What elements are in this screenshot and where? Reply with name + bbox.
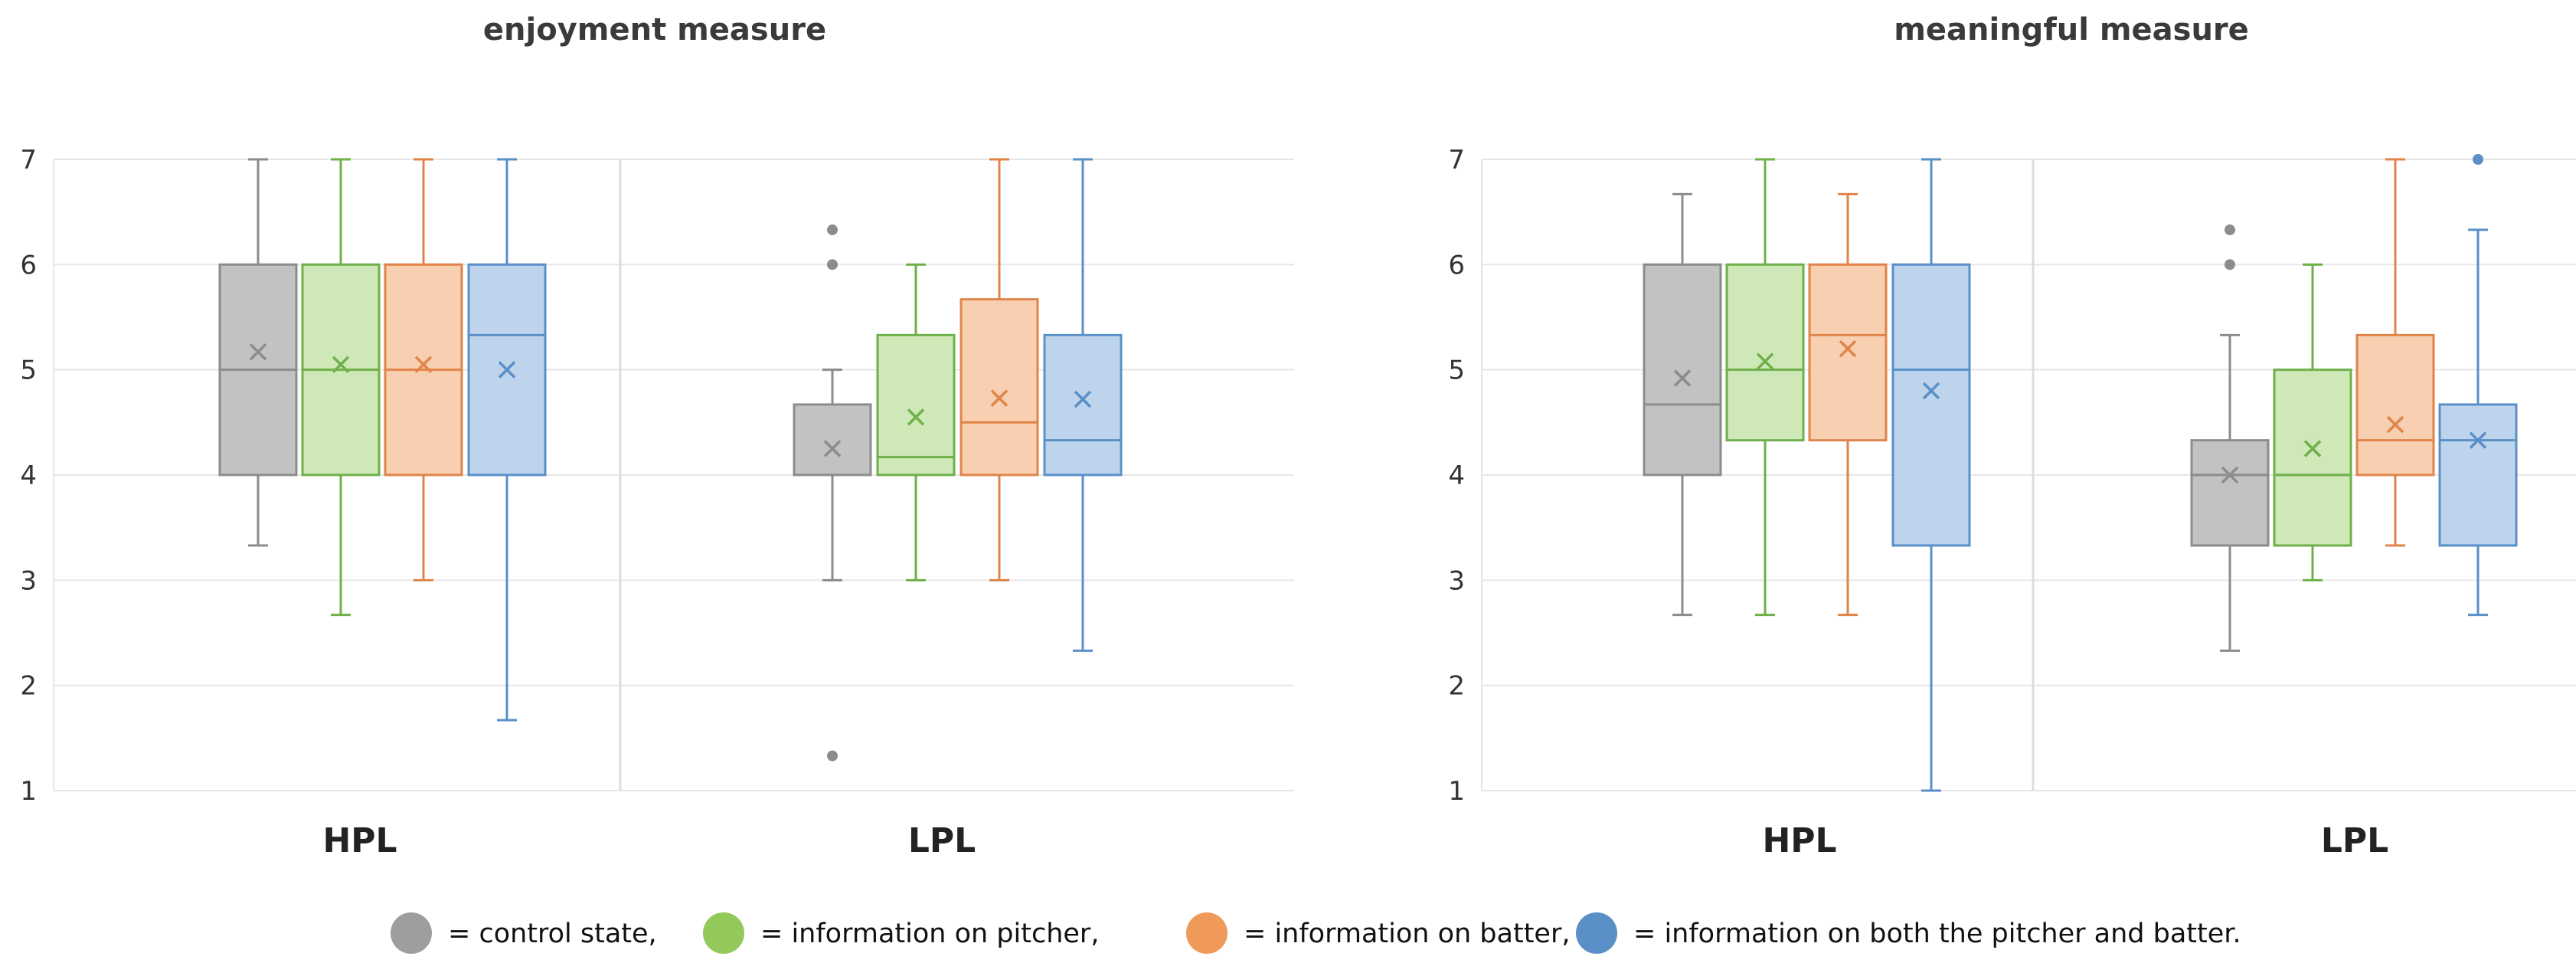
box-lpl-both [1043, 158, 1123, 652]
y-tick-label: 6 [20, 250, 37, 280]
y-tick-label: 6 [1448, 250, 1465, 280]
box-lpl-batter [2355, 158, 2435, 547]
box-iqr [793, 403, 872, 477]
box-lpl-pitcher [2273, 263, 2352, 581]
chart-title: enjoyment measure [483, 12, 826, 47]
box-hpl-pitcher [1725, 158, 1805, 617]
box-iqr [1891, 263, 1971, 547]
mean-marker [414, 355, 433, 374]
chart-title: meaningful measure [1894, 12, 2249, 47]
box-hpl-control [218, 158, 298, 547]
box-hpl-batter [384, 158, 463, 581]
box-hpl-batter [1808, 192, 1888, 617]
box-lpl-batter [959, 158, 1039, 581]
outlier-point [2225, 259, 2235, 270]
box-lpl-pitcher [876, 263, 956, 581]
mean-marker [249, 343, 267, 361]
outlier-point [827, 259, 838, 270]
mean-marker [1839, 339, 1857, 358]
box-lpl-control [2190, 224, 2270, 652]
mean-marker [1756, 352, 1774, 370]
legend-label-batter: = information on batter, [1244, 919, 1570, 949]
box-iqr [876, 333, 956, 477]
legend-label-both: = information on both the pitcher and ba… [1633, 919, 2241, 949]
outlier-point [2473, 154, 2483, 165]
box-iqr [2355, 333, 2435, 477]
outlier-point [827, 750, 838, 761]
outlier-point [2225, 224, 2235, 236]
box-iqr [1808, 263, 1888, 442]
y-tick-label: 2 [1448, 671, 1465, 702]
y-tick-label: 1 [20, 776, 37, 807]
mean-marker [990, 389, 1008, 407]
group-label-hpl: HPL [1762, 821, 1836, 860]
mean-marker [1922, 382, 1940, 400]
mean-marker [1673, 369, 1692, 387]
y-tick-label: 3 [1448, 565, 1465, 596]
legend-swatch-control [391, 912, 432, 954]
box-iqr [1643, 263, 1722, 477]
y-tick-label: 5 [20, 355, 37, 386]
group-label-lpl: LPL [908, 821, 976, 860]
group-label-lpl: LPL [2321, 821, 2388, 860]
box-hpl-pitcher [301, 158, 381, 617]
box-iqr [959, 298, 1039, 477]
chart-panel-0: enjoyment measure 1 2 3 4 5 6 7 HPL LPL [20, 12, 1294, 860]
box-hpl-both [467, 158, 547, 722]
legend: = control state, = information on pitcher… [391, 912, 2241, 954]
y-tick-label: 7 [1448, 145, 1465, 175]
y-tick-label: 4 [20, 460, 37, 491]
y-tick-label: 1 [1448, 776, 1465, 807]
y-tick-label: 4 [1448, 460, 1465, 491]
y-tick-label: 7 [20, 145, 37, 175]
y-tick-label: 3 [20, 565, 37, 596]
mean-marker [2469, 431, 2487, 449]
mean-marker [498, 361, 516, 378]
box-iqr [2190, 439, 2270, 547]
mean-marker [823, 440, 842, 457]
box-hpl-control [1643, 192, 1722, 617]
legend-swatch-pitcher [703, 912, 744, 954]
legend-label-pitcher: = information on pitcher, [760, 919, 1099, 949]
mean-marker [2303, 440, 2322, 457]
box-iqr [2273, 368, 2352, 547]
mean-marker [2386, 415, 2404, 434]
legend-label-control: = control state, [448, 919, 657, 949]
legend-swatch-both [1576, 912, 1617, 954]
box-lpl-control [793, 224, 872, 761]
mean-marker [2221, 466, 2239, 484]
box-hpl-both [1891, 158, 1971, 792]
mean-marker [332, 355, 350, 374]
group-label-hpl: HPL [322, 821, 397, 860]
box-iqr [1043, 333, 1123, 477]
mean-marker [1074, 390, 1092, 408]
mean-marker [907, 408, 925, 426]
box-iqr [1725, 263, 1805, 442]
y-tick-label: 2 [20, 671, 37, 702]
outlier-point [827, 224, 838, 236]
box-iqr [2438, 403, 2518, 547]
y-tick-label: 5 [1448, 355, 1465, 386]
chart-panel-1: meaningful measure 1 2 3 4 5 6 7 HPL LPL [1448, 12, 2576, 860]
legend-swatch-batter [1186, 912, 1228, 954]
box-lpl-both [2438, 154, 2518, 617]
